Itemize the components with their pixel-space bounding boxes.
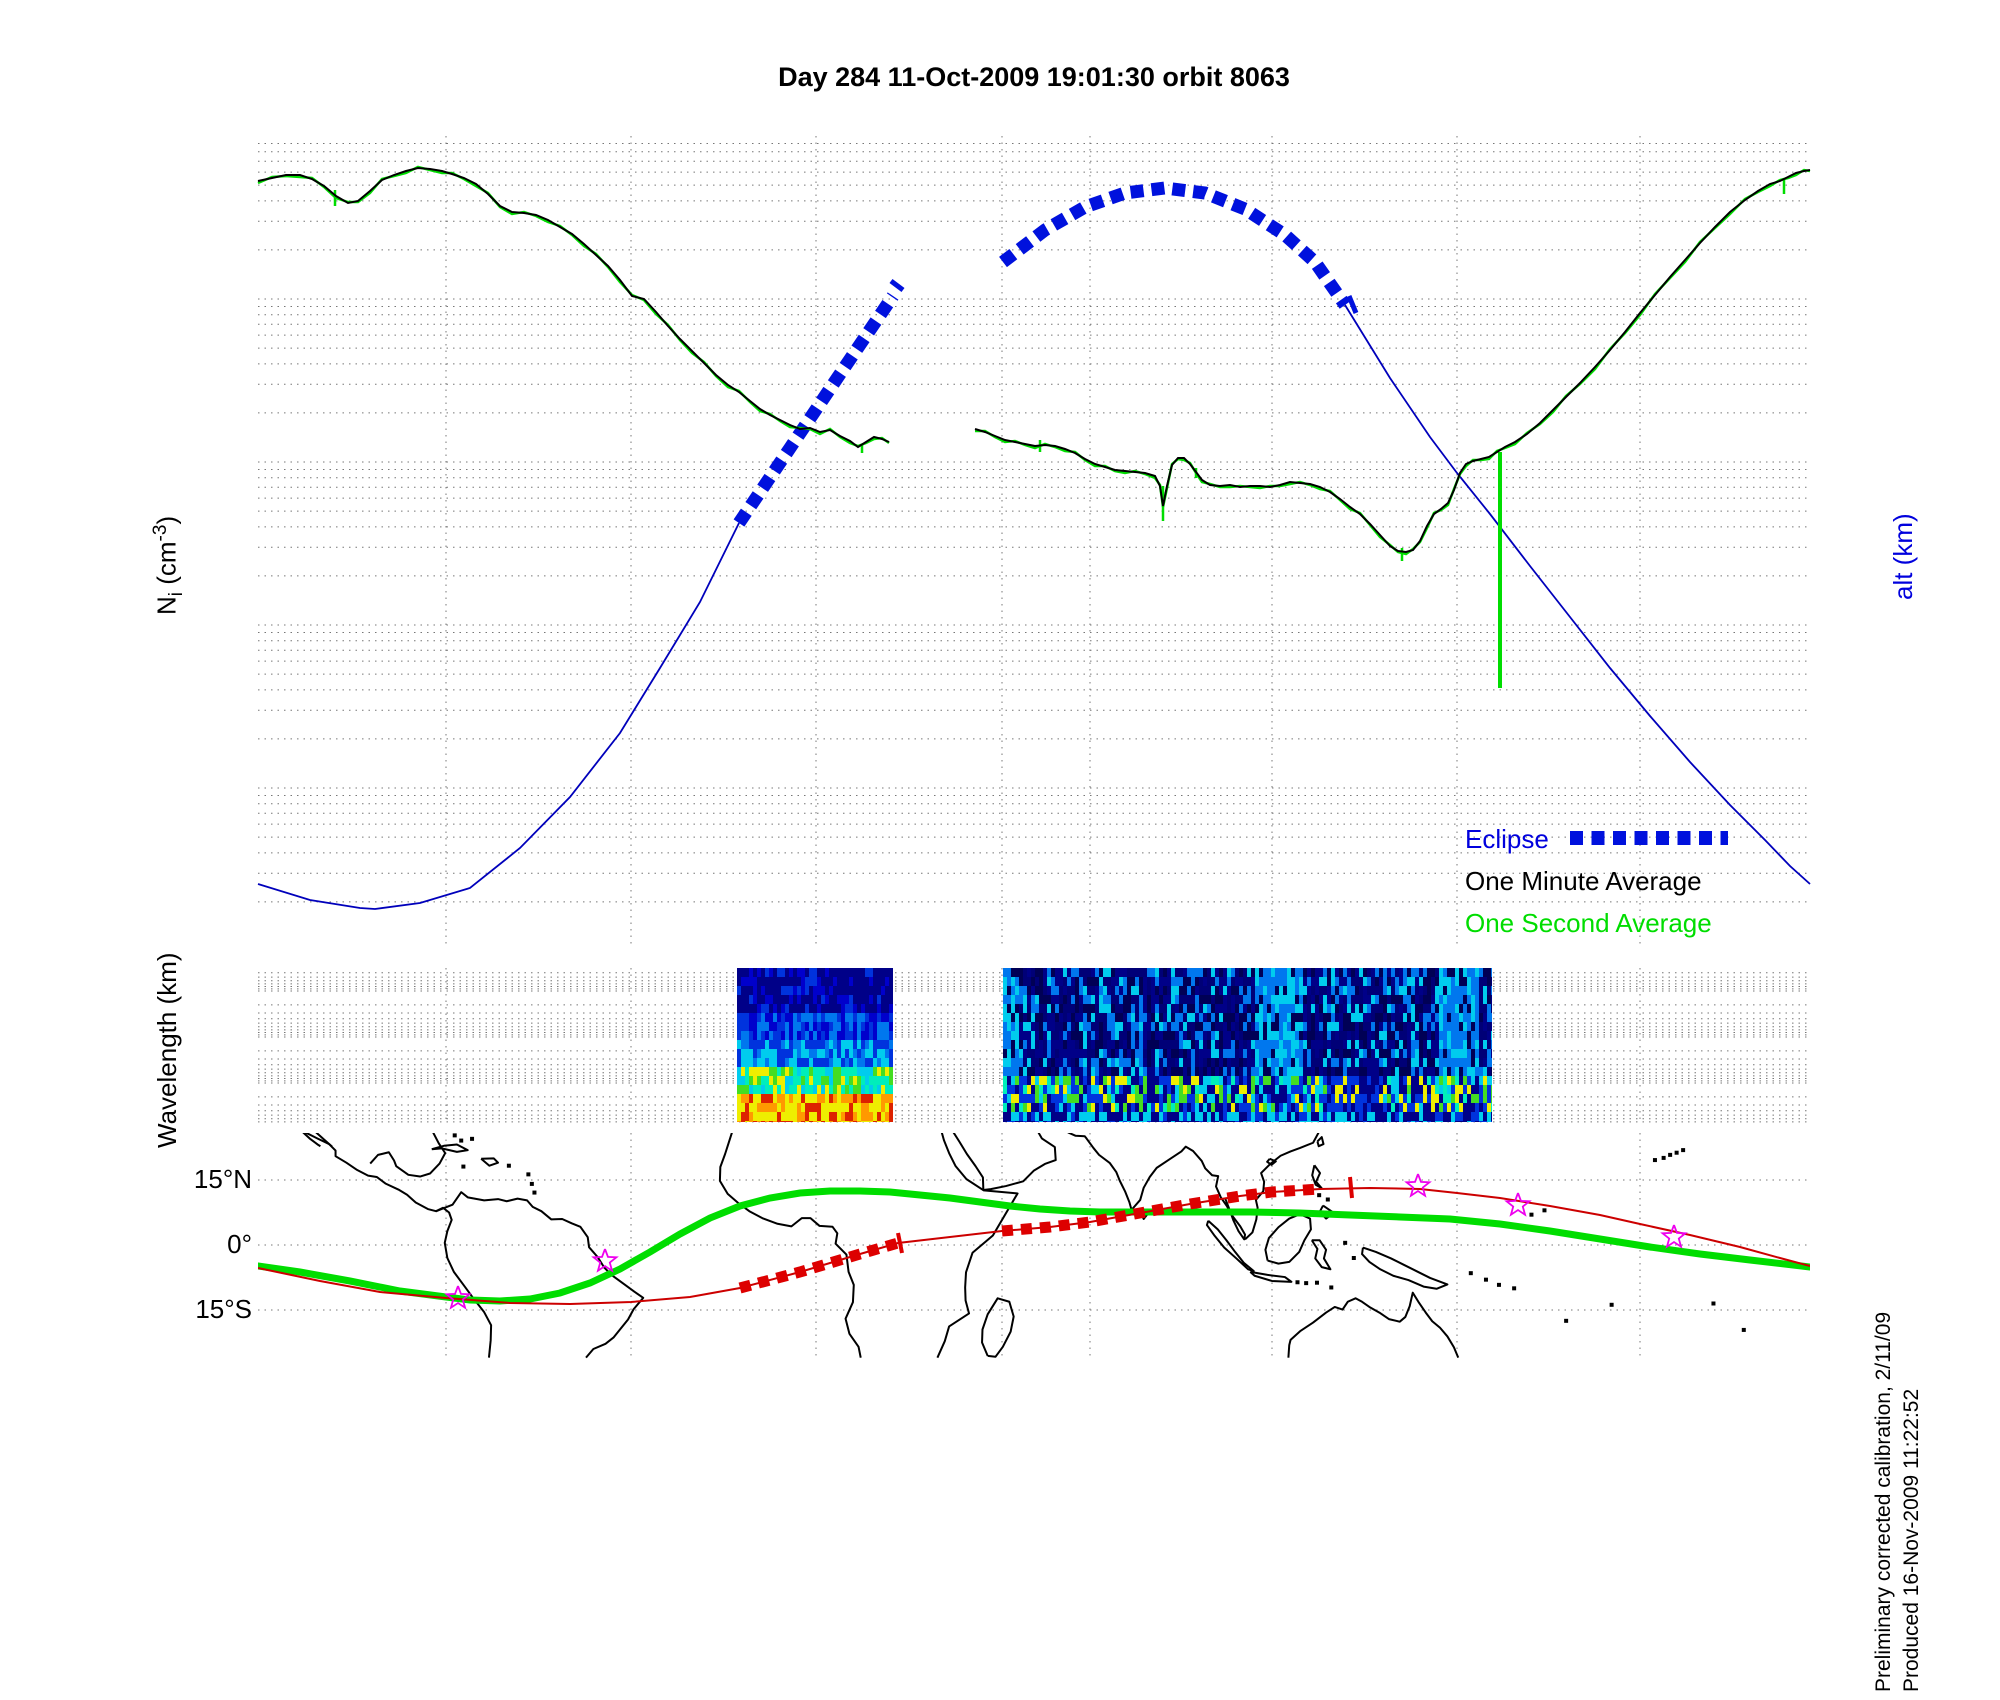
track-star-marker [591,1248,619,1273]
ni-one-second-curve-a [257,165,890,448]
legend-one-second-label: One Second Average [1465,908,1712,938]
legend-eclipse-label: Eclipse [1465,824,1549,854]
satellite-ground-track [258,1186,1810,1306]
alt-axis-label: alt (km) [1888,513,1918,600]
ni-axis-label: Ni (cm-3) [150,515,187,615]
map-lat-label-15n: 15°N [193,1164,252,1194]
gridlines [258,136,1810,1359]
eclipse-segment-1 [733,292,899,527]
magnetic-equator-line [258,1187,1810,1305]
track-star-marker [1660,1224,1688,1249]
map-lat-label-15s: 15°S [195,1294,252,1324]
legend-one-minute-label: One Minute Average [1465,866,1702,896]
track-star-marker [1504,1192,1532,1217]
footer-calibration-note: Preliminary corrected calibration, 2/11/… [1872,1311,1895,1692]
altitude-curve-right [1344,304,1811,885]
map-eclipse-segment-1 [738,1237,900,1294]
map-eclipse-segment-2 [1001,1183,1321,1237]
track-star-marker [444,1285,472,1310]
world-map [302,1133,1746,1359]
ni-one-minute-curve-b [974,169,1811,554]
eclipse-segment-2 [999,181,1351,309]
wavelength-spectrogram [737,968,1492,1122]
wavelength-axis-label: Wavelength (km) [152,952,182,1148]
ni-one-minute-curve-a [257,166,890,449]
ni-one-second-curve-b [975,168,1811,556]
altitude-curve-left [257,522,740,910]
footer-produced-note: Produced 16-Nov-2009 11:22:52 [1900,1388,1923,1692]
map-lat-label-0: 0° [227,1229,252,1259]
ground-track [258,1173,1810,1310]
top-panel-curves [257,165,1811,910]
track-star-marker [1404,1173,1432,1198]
page-title: Day 284 11-Oct-2009 19:01:30 orbit 8063 [778,62,1290,92]
